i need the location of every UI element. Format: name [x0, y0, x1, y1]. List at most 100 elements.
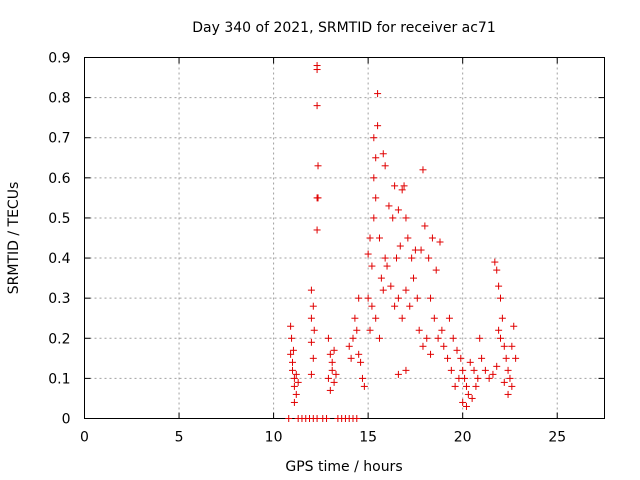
y-axis-label: SRMTID / TECUs [6, 182, 22, 295]
data-point [374, 122, 382, 130]
data-point [489, 370, 497, 378]
x-tick-label: 20 [454, 430, 472, 446]
data-point [387, 282, 395, 290]
data-point [353, 415, 361, 422]
data-point [470, 366, 478, 374]
data-point [508, 382, 516, 390]
x-tick-label: 10 [265, 430, 283, 446]
data-point [326, 386, 334, 394]
data-point [394, 370, 402, 378]
data-point [292, 390, 300, 398]
data-point [366, 234, 374, 242]
data-point [419, 342, 427, 350]
data-point [330, 378, 338, 386]
data-point [355, 350, 363, 358]
x-axis-label: GPS time / hours [285, 459, 402, 475]
y-tick-label: 0.9 [48, 51, 70, 67]
data-point [425, 254, 433, 262]
y-tick-label: 0.6 [48, 171, 70, 187]
data-point [323, 415, 331, 422]
data-point [512, 354, 520, 362]
data-point [370, 174, 378, 182]
data-point [451, 382, 459, 390]
data-point [410, 274, 418, 282]
data-point [328, 366, 336, 374]
data-point [481, 366, 489, 374]
data-point [423, 334, 431, 342]
data-point [375, 234, 383, 242]
data-point [498, 314, 506, 322]
data-point [495, 282, 503, 290]
data-point [497, 294, 504, 302]
data-point [415, 326, 423, 334]
x-tick-label: 0 [80, 430, 89, 446]
data-point [427, 294, 435, 302]
data-point [485, 374, 493, 382]
data-point [462, 402, 470, 410]
data-point [455, 374, 463, 382]
data-point [310, 326, 318, 334]
data-point [370, 134, 378, 142]
data-point [398, 186, 406, 194]
plot-frame [84, 57, 605, 419]
data-point [379, 286, 387, 294]
data-point [464, 390, 472, 398]
data-point [330, 346, 338, 354]
data-point [453, 346, 461, 354]
data-point [383, 262, 391, 270]
data-point [476, 334, 484, 342]
data-point [358, 374, 366, 382]
data-point [417, 246, 425, 254]
data-point [421, 222, 429, 230]
data-point [436, 238, 444, 246]
data-point [394, 206, 402, 214]
data-point [459, 366, 467, 374]
data-point [292, 370, 300, 378]
data-point [468, 394, 476, 402]
data-point [472, 382, 480, 390]
data-point [393, 254, 400, 262]
data-point [404, 234, 412, 242]
y-tick-label: 0 [62, 412, 71, 428]
data-point [447, 366, 455, 374]
data-point [493, 266, 501, 274]
data-point [478, 354, 486, 362]
data-point [419, 166, 427, 174]
data-point [324, 374, 332, 382]
data-point [372, 154, 380, 162]
grid-lines [84, 57, 605, 419]
data-point [374, 90, 382, 98]
y-axis-ticks: 0 0.1 0.2 0.3 0.4 0.5 0.6 0.7 0.8 0.9 [48, 51, 605, 428]
data-point [307, 314, 315, 322]
data-point [289, 358, 296, 366]
data-point [504, 366, 512, 374]
data-point [324, 334, 332, 342]
data-point [379, 150, 387, 158]
y-tick-label: 0.2 [48, 331, 70, 347]
y-tick-label: 0.8 [48, 91, 70, 107]
data-point [445, 314, 453, 322]
data-point [459, 398, 467, 406]
data-point [493, 362, 501, 370]
data-point [502, 354, 510, 362]
data-point [449, 334, 457, 342]
data-point [364, 250, 372, 258]
chart-title: Day 340 of 2021, SRMTID for receiver ac7… [192, 20, 496, 36]
x-tick-label: 5 [175, 430, 184, 446]
y-tick-label: 0.1 [48, 371, 70, 387]
data-point [314, 194, 322, 202]
data-point [370, 214, 378, 222]
data-point [391, 302, 399, 310]
data-point [307, 338, 315, 346]
data-point [289, 366, 296, 374]
data-point [430, 314, 438, 322]
data-point [491, 258, 499, 266]
data-point [287, 350, 295, 358]
data-point [408, 254, 416, 262]
data-point [288, 334, 296, 342]
data-point [394, 294, 402, 302]
x-tick-label: 25 [548, 430, 566, 446]
data-point [366, 326, 374, 334]
data-point [474, 374, 482, 382]
